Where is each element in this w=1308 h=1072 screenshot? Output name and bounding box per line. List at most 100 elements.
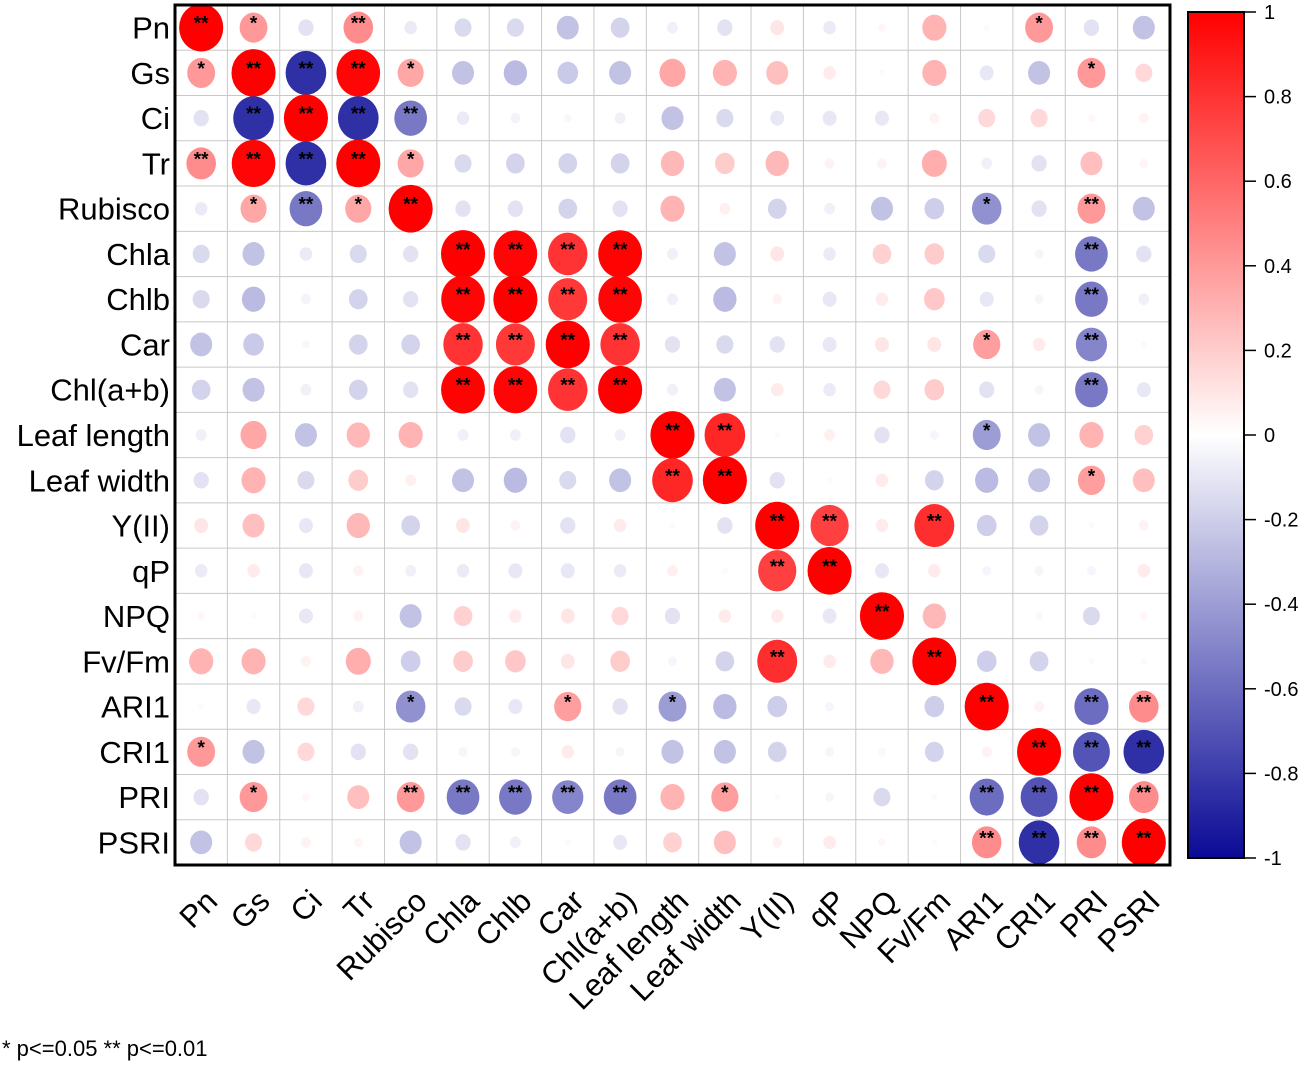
cell-Tr-Tr: ** xyxy=(336,139,381,188)
cell-Pn-Rubisco xyxy=(404,20,417,35)
significance-mark: ** xyxy=(456,285,471,306)
cell-qP-PSRI xyxy=(1137,564,1151,578)
cell-CRI1-ARI1 xyxy=(981,746,992,758)
correlation-circle xyxy=(558,153,578,174)
cell-Chl(a+b)-Y(II) xyxy=(770,382,784,397)
colorbar-tick-label: -0.4 xyxy=(1264,594,1298,616)
correlation-circle xyxy=(198,703,205,710)
cell-Rubisco-PSRI xyxy=(1132,196,1155,221)
correlation-circle xyxy=(770,609,784,623)
cell-NPQ-NPQ: ** xyxy=(859,592,905,640)
cell-Chl(a+b)-Rubisco xyxy=(403,381,419,398)
significance-mark: * xyxy=(669,693,677,714)
correlation-circle xyxy=(609,468,632,493)
cell-CRI1-Fv/Fm xyxy=(924,741,944,762)
cell-Leaf length-Leaf width: ** xyxy=(704,413,746,457)
correlation-circle xyxy=(405,564,417,577)
correlation-circle xyxy=(664,607,681,625)
cell-Chla-Chlb: ** xyxy=(493,230,538,278)
cell-Car-ARI1: * xyxy=(973,329,1001,360)
cell-Car-PRI: ** xyxy=(1075,327,1108,362)
correlation-circle xyxy=(923,288,945,311)
correlation-circle xyxy=(981,746,992,758)
cell-Fv/Fm-Car xyxy=(560,653,575,669)
correlation-circle xyxy=(807,546,852,595)
cell-Leaf width-PRI: * xyxy=(1077,465,1106,495)
correlation-circle xyxy=(716,108,734,128)
correlation-circle xyxy=(231,49,276,97)
cell-PSRI-Tr xyxy=(353,837,363,848)
cell-Ci-Y(II) xyxy=(770,110,785,126)
cell-Chlb-Pn xyxy=(192,289,210,309)
cell-ARI1-qP xyxy=(825,701,835,712)
correlation-circle xyxy=(1088,657,1095,665)
correlation-circle xyxy=(983,24,990,32)
correlation-circle xyxy=(1034,294,1044,304)
correlation-circle xyxy=(668,656,677,667)
cell-Chla-Chl(a+b): ** xyxy=(598,230,643,278)
row-label: NPQ xyxy=(103,599,170,634)
cell-Y(II)-Fv/Fm: ** xyxy=(914,503,955,548)
correlation-circle xyxy=(770,20,785,36)
cell-Car-Tr xyxy=(348,334,368,355)
correlation-circle xyxy=(298,517,313,534)
significance-mark: * xyxy=(250,195,258,216)
cell-CRI1-Chla xyxy=(458,747,468,757)
correlation-circle xyxy=(298,608,313,624)
column-label: PSRI xyxy=(1091,883,1167,959)
correlation-circle xyxy=(615,747,625,757)
cell-qP-PRI xyxy=(1087,566,1096,576)
cell-Gs-Chl(a+b) xyxy=(609,60,632,85)
correlation-circle xyxy=(1075,281,1108,317)
correlation-circle xyxy=(976,650,997,672)
correlation-circle xyxy=(609,60,632,85)
cell-Chlb-Chl(a+b): ** xyxy=(598,275,642,323)
correlation-circle xyxy=(300,655,311,667)
correlation-circle xyxy=(302,792,310,802)
correlation-circle xyxy=(1020,777,1058,818)
correlation-circle xyxy=(242,377,265,402)
significance-mark: ** xyxy=(1084,285,1099,306)
row-label: Chlb xyxy=(106,282,170,317)
cell-Fv/Fm-Pn xyxy=(189,648,214,675)
cell-Chla-Pn xyxy=(192,244,210,264)
cell-CRI1-Chlb xyxy=(510,747,520,757)
correlation-circle xyxy=(719,202,731,215)
correlation-circle xyxy=(192,244,210,264)
column-label: Gs xyxy=(224,883,277,936)
cell-qP-Pn xyxy=(194,564,208,578)
cell-NPQ-Tr xyxy=(353,610,364,622)
cell-Leaf width-Ci xyxy=(297,471,315,490)
significance-mark: ** xyxy=(508,376,523,397)
cell-Rubisco-PRI: ** xyxy=(1077,193,1106,224)
cell-NPQ-Pn xyxy=(197,611,206,621)
significance-mark: ** xyxy=(560,783,575,804)
correlation-circle xyxy=(337,96,379,141)
cell-Chlb-Ci xyxy=(300,293,311,305)
correlation-circle xyxy=(1132,15,1155,40)
cell-Chl(a+b)-PSRI xyxy=(1136,382,1151,398)
correlation-circle xyxy=(233,96,274,141)
cell-Fv/Fm-Chla xyxy=(453,650,473,672)
cell-Gs-Fv/Fm xyxy=(922,59,947,86)
correlation-circle xyxy=(755,501,800,550)
cell-Leaf length-PSRI xyxy=(1134,424,1154,446)
correlation-circle xyxy=(455,834,471,851)
significance-mark: ** xyxy=(403,783,418,804)
significance-mark: ** xyxy=(1084,330,1099,351)
significance-mark: ** xyxy=(927,647,942,668)
significance-mark: ** xyxy=(1084,693,1099,714)
significance-mark: ** xyxy=(613,240,628,261)
correlation-circle xyxy=(509,609,522,623)
cell-Pn-NPQ xyxy=(878,23,886,32)
correlation-circle xyxy=(878,838,886,847)
cell-Fv/Fm-ARI1 xyxy=(976,650,997,672)
cell-Fv/Fm-CRI1 xyxy=(1029,651,1049,672)
cell-Tr-qP xyxy=(824,158,835,169)
cell-Fv/Fm-qP xyxy=(823,654,836,669)
cell-Car-Fv/Fm xyxy=(927,336,942,353)
significance-mark: ** xyxy=(403,104,418,125)
correlation-circle xyxy=(1075,372,1108,408)
correlation-circle xyxy=(403,743,419,761)
correlation-circle xyxy=(1139,158,1149,169)
